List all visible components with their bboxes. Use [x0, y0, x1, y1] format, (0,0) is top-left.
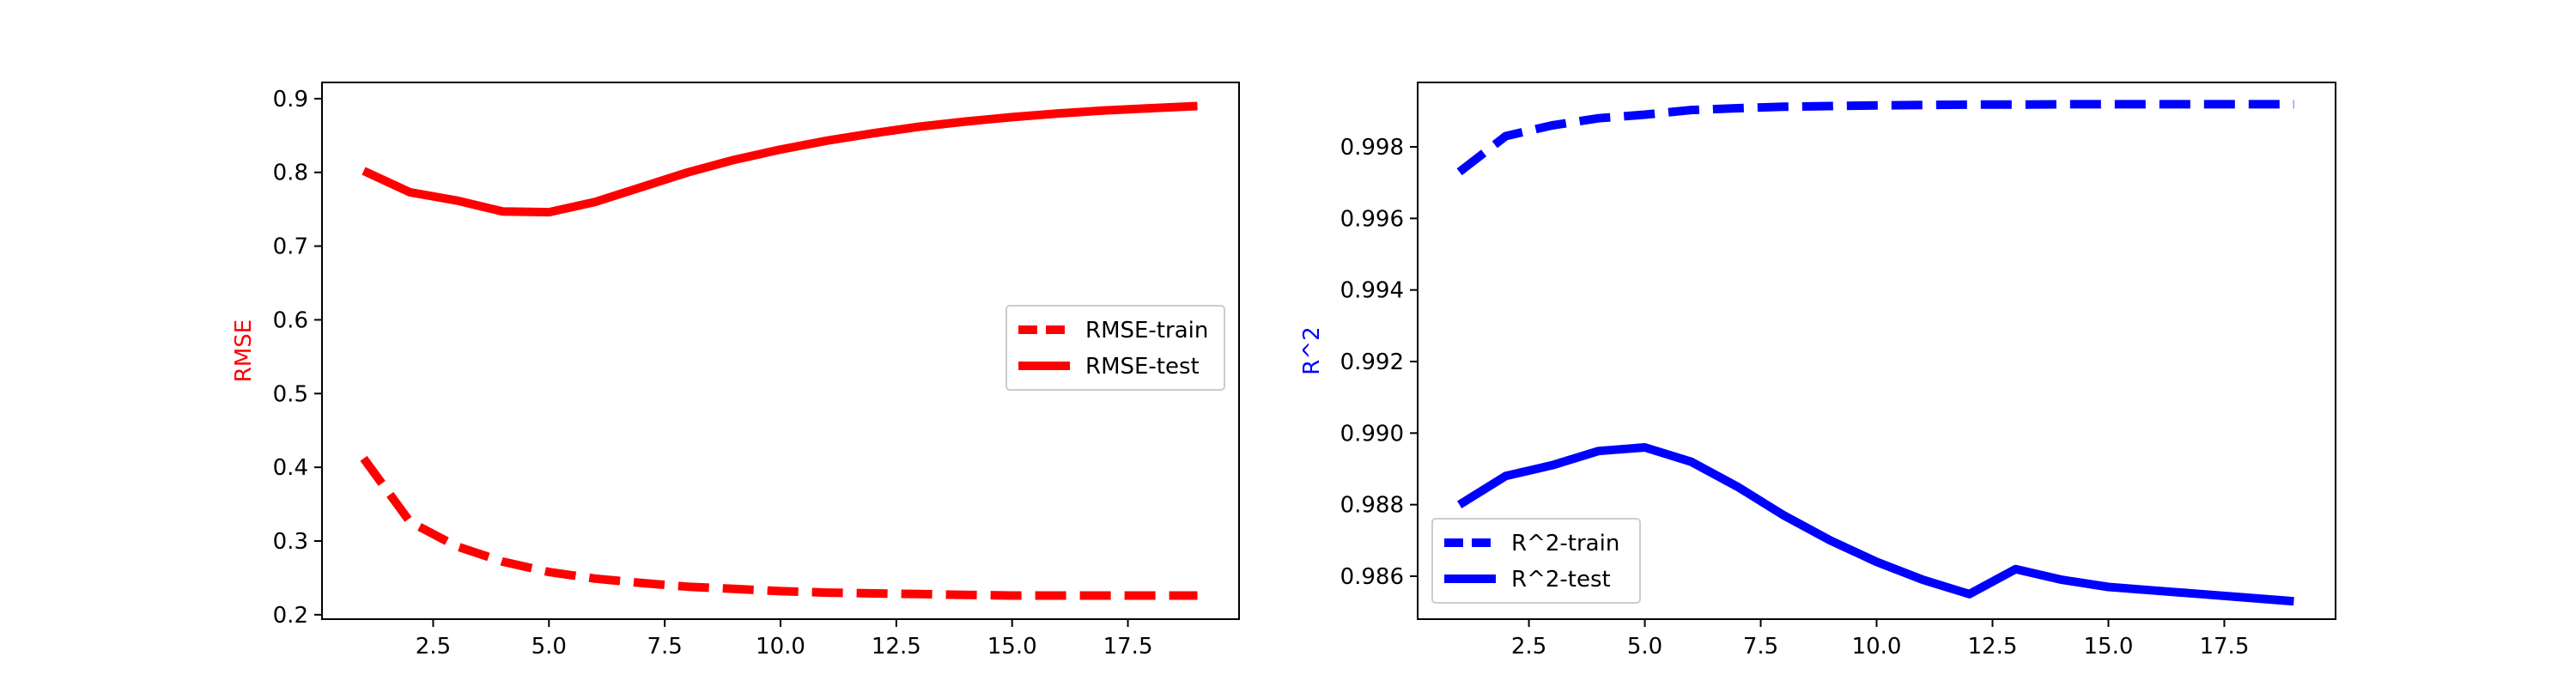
r2-y-tick-label-0-992: 0.992 — [1340, 350, 1404, 375]
rmse-x-tick-label-2-5: 2.5 — [416, 634, 451, 660]
rmse-y-tick-label-0-7: 0.7 — [273, 234, 308, 260]
rmse-x-axis: 2.5 5.0 7.5 10.0 12.5 15.0 17.5 — [416, 619, 1153, 660]
rmse-legend: RMSE-train RMSE-test — [1005, 305, 1225, 391]
rmse-y-axis-label: RMSE — [231, 319, 257, 382]
rmse-y-tick-label-0-6: 0.6 — [273, 307, 308, 333]
rmse-chart: 2.5 5.0 7.5 10.0 12.5 15.0 17.5 0.20.30.40.50.… — [231, 82, 1240, 660]
rmse-y-axis: 0.2 0.3 0.4 0.5 0.6 0.7 0.8 0.9 — [273, 87, 322, 629]
series-line-r-2-test — [1456, 443, 2294, 606]
legend-label-r2-train: R^2-train — [1511, 531, 1619, 556]
series-line-rmse-train — [360, 455, 1198, 600]
r2-x-axis: 2.5 5.0 7.5 10.0 12.5 15.0 17.5 — [1511, 619, 2249, 660]
rmse-x-tick-label-15-0: 15.0 — [987, 634, 1037, 660]
rmse-y-tick-label-0-9: 0.9 — [273, 87, 308, 112]
r2-x-tick-label-10-0: 10.0 — [1852, 634, 1902, 660]
r2-series-layer — [1456, 100, 2294, 606]
legend-label-r2-test: R^2-test — [1511, 567, 1611, 593]
rmse-x-tick-label-17-5: 17.5 — [1103, 634, 1153, 660]
rmse-y-tick-label-0-2: 0.2 — [273, 603, 308, 629]
rmse-y-tick-label-0-8: 0.8 — [273, 161, 308, 186]
rmse-y-tick-label-0-3: 0.3 — [273, 529, 308, 555]
r2-y-tick-label-0-986: 0.986 — [1340, 564, 1404, 590]
rmse-y-tick-label-0-5: 0.5 — [273, 381, 308, 407]
r2-y-tick-label-0-996: 0.996 — [1340, 206, 1404, 232]
r2-x-tick-label-17-5: 17.5 — [2199, 634, 2249, 660]
r2-y-tick-label-0-988: 0.988 — [1340, 493, 1404, 519]
rmse-x-tick-label-10-0: 10.0 — [756, 634, 805, 660]
r2-chart: 2.5 5.0 7.5 10.0 12.5 15.0 17.5 0.986 0.988 0.99… — [1299, 82, 2336, 660]
r2-y-tick-label-0-998: 0.998 — [1340, 135, 1404, 161]
rmse-series-layer — [360, 101, 1198, 600]
r2-x-tick-label-15-0: 15.0 — [2084, 634, 2134, 660]
legend-label-rmse-test: RMSE-test — [1085, 354, 1200, 380]
legend-label-rmse-train: RMSE-train — [1085, 318, 1208, 344]
series-line-r-2-train — [1456, 100, 2294, 176]
r2-x-tick-label-5-0: 5.0 — [1627, 634, 1662, 660]
r2-y-axis-label: R^2 — [1299, 326, 1325, 374]
rmse-y-tick-label-0-4: 0.4 — [273, 455, 308, 481]
r2-x-tick-label-2-5: 2.5 — [1511, 634, 1546, 660]
r2-y-axis: 0.986 0.988 0.990 0.992 0.994 0.996 0.998 — [1340, 135, 1418, 590]
rmse-x-tick-label-7-5: 7.5 — [647, 634, 682, 660]
r2-x-tick-label-12-5: 12.5 — [1968, 634, 2018, 660]
r2-y-tick-label-0-994: 0.994 — [1340, 278, 1404, 304]
r2-x-tick-label-7-5: 7.5 — [1743, 634, 1778, 660]
r2-y-tick-label-0-990: 0.990 — [1340, 421, 1404, 447]
rmse-x-tick-label-5-0: 5.0 — [532, 634, 567, 660]
r2-legend: R^2-train R^2-test — [1431, 518, 1641, 604]
rmse-x-tick-label-12-5: 12.5 — [872, 634, 921, 660]
series-line-rmse-test — [361, 101, 1198, 217]
